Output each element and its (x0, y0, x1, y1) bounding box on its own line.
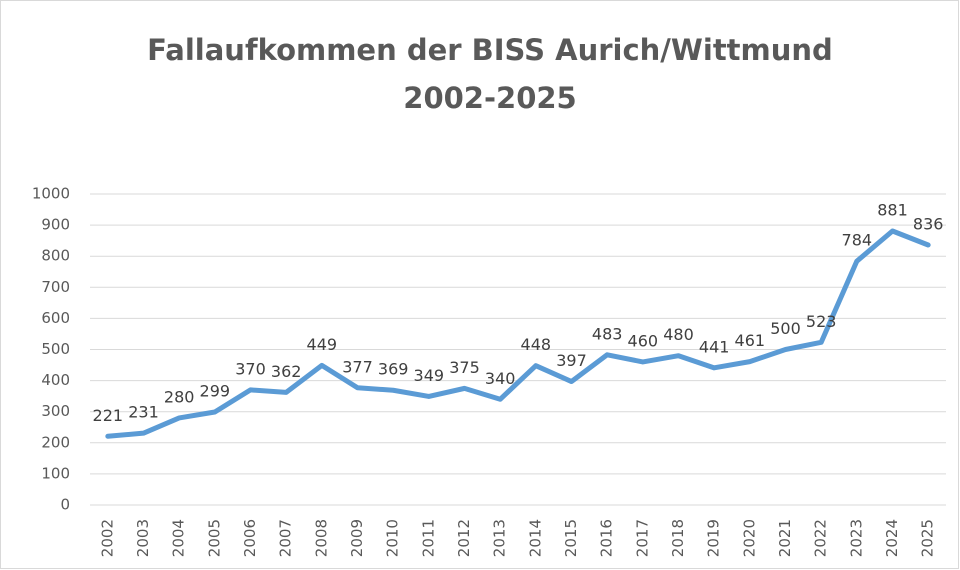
y-tick-label: 800 (41, 247, 70, 265)
y-tick-label: 900 (41, 216, 70, 234)
y-tick-label: 700 (41, 278, 70, 296)
x-tick-label: 2014 (526, 519, 544, 557)
data-label: 231 (128, 403, 159, 422)
data-label: 500 (770, 319, 801, 338)
y-tick-label: 400 (41, 371, 70, 389)
x-tick-label: 2011 (419, 519, 437, 557)
data-label: 480 (663, 325, 694, 344)
x-tick-label: 2023 (847, 519, 865, 557)
data-label: 784 (842, 231, 873, 250)
y-tick-label: 1000 (32, 185, 70, 203)
data-label: 461 (735, 331, 766, 350)
data-label: 369 (378, 360, 409, 379)
x-tick-label: 2019 (705, 519, 723, 557)
x-tick-label: 2007 (277, 519, 295, 557)
x-tick-label: 2021 (776, 519, 794, 557)
x-tick-label: 2004 (170, 519, 188, 557)
x-tick-label: 2005 (205, 519, 223, 557)
chart-title: Fallaufkommen der BISS Aurich/Wittmund (147, 33, 833, 67)
x-tick-label: 2015 (562, 519, 580, 557)
y-tick-label: 500 (41, 340, 70, 358)
data-label: 523 (806, 312, 837, 331)
x-tick-label: 2012 (455, 519, 473, 557)
data-label: 349 (414, 366, 445, 385)
data-label: 370 (235, 359, 266, 378)
x-tick-label: 2024 (883, 519, 901, 557)
y-tick-label: 300 (41, 402, 70, 420)
x-tick-label: 2002 (98, 519, 116, 557)
x-tick-label: 2013 (491, 519, 509, 557)
data-line (105, 228, 931, 439)
x-tick-label: 2003 (134, 519, 152, 557)
y-tick-label: 600 (41, 309, 70, 327)
data-label: 483 (592, 324, 623, 343)
y-tick-label: 0 (60, 496, 70, 514)
x-tick-label: 2025 (919, 519, 937, 557)
data-label: 397 (556, 351, 587, 370)
data-label: 362 (271, 362, 302, 381)
data-label: 377 (342, 357, 373, 376)
x-tick-label: 2017 (633, 519, 651, 557)
x-tick-label: 2008 (312, 519, 330, 557)
x-tick-label: 2009 (348, 519, 366, 557)
data-label: 448 (521, 335, 552, 354)
data-label: 441 (699, 337, 730, 356)
data-label: 340 (485, 369, 516, 388)
data-label: 881 (877, 201, 908, 220)
chart-title: 2002-2025 (403, 81, 576, 115)
data-label: 280 (164, 387, 195, 406)
data-label: 836 (913, 215, 944, 234)
x-tick-label: 2010 (384, 519, 402, 557)
x-tick-label: 2018 (669, 519, 687, 557)
data-label: 221 (93, 406, 124, 425)
x-tick-label: 2006 (241, 519, 259, 557)
data-label: 375 (449, 358, 480, 377)
x-tick-label: 2022 (812, 519, 830, 557)
x-tick-label: 2020 (740, 519, 758, 557)
data-label: 449 (307, 335, 338, 354)
y-tick-label: 100 (41, 464, 70, 482)
y-tick-label: 200 (41, 433, 70, 451)
data-label: 299 (200, 382, 231, 401)
data-label: 460 (628, 331, 659, 350)
x-tick-label: 2016 (598, 519, 616, 557)
